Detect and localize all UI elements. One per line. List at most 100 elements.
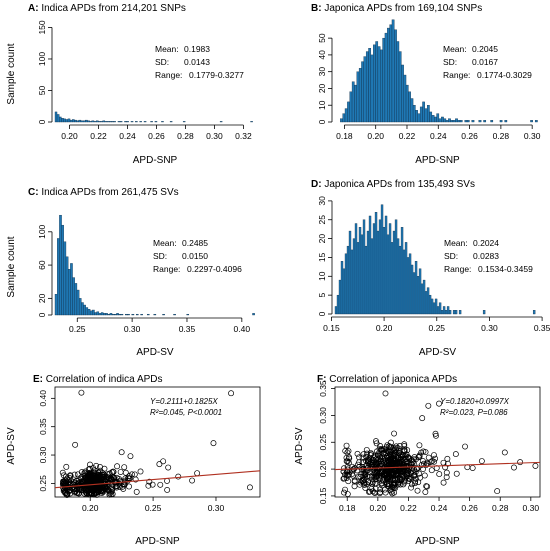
histogram-bar <box>348 230 352 315</box>
histogram-bar <box>126 121 129 123</box>
histogram-bar <box>83 304 86 316</box>
histogram-bar <box>61 224 64 316</box>
histogram-bar <box>457 120 461 123</box>
histogram-bar <box>63 241 67 316</box>
stat-mean-value: 0.2024 <box>473 238 499 248</box>
scatter-point <box>425 402 432 409</box>
histogram-bar <box>54 294 58 316</box>
scatter-point <box>111 475 118 482</box>
y-axis-E: 0.25 0.30 0.35 0.40 <box>38 390 55 492</box>
histogram-bar <box>57 238 60 316</box>
scatter-point <box>424 483 431 490</box>
scatter-point <box>422 489 429 496</box>
x-axis-A: 0.20 0.22 0.24 0.26 0.28 0.30 0.32 <box>61 124 252 141</box>
scatter-point <box>106 490 113 497</box>
histogram-bar <box>438 302 442 315</box>
panel-letter: A: <box>28 3 39 14</box>
histogram-bar <box>422 101 425 123</box>
y-tick-label: 0.35 <box>318 380 328 397</box>
scatter-point <box>390 477 397 484</box>
y-tick-label: 20 <box>317 83 327 93</box>
histogram-bar <box>76 289 80 316</box>
histogram-bar <box>374 212 378 315</box>
scatter-point <box>423 483 430 490</box>
scatter-point <box>384 447 390 454</box>
scatter-point <box>118 449 125 456</box>
histogram-bar <box>368 48 372 123</box>
scatter-point <box>398 474 405 481</box>
histogram-bar <box>414 261 418 315</box>
scatter-point <box>377 454 384 461</box>
histogram-bar <box>404 242 408 315</box>
scatter-point <box>462 443 468 450</box>
y-tick-label: 0.25 <box>38 475 48 492</box>
scatter-point <box>404 447 411 454</box>
histogram-bar <box>454 310 458 315</box>
histogram-bar <box>436 113 440 123</box>
histogram-bar <box>125 313 128 316</box>
y-axis-label: APD-SV <box>6 427 17 465</box>
histogram-bar <box>82 120 86 123</box>
scatter-point <box>469 465 476 471</box>
scatter-point <box>385 474 392 481</box>
x-tick-label: 0.24 <box>119 131 136 141</box>
histogram-bar <box>458 310 462 315</box>
histogram-bar <box>161 121 164 123</box>
scatter-point <box>349 467 356 474</box>
scatter-point <box>363 446 370 453</box>
y-axis-F: 0.15 0.20 0.25 0.30 0.35 <box>318 380 335 504</box>
histogram-bar <box>390 242 394 315</box>
histogram-bar <box>382 227 386 315</box>
histogram-bar <box>452 310 456 315</box>
scatter-point <box>416 442 423 449</box>
scatter-point <box>382 489 389 496</box>
scatter-point <box>408 484 415 491</box>
x-axis-F: 0.18 0.20 0.22 0.24 0.26 0.28 0.30 <box>339 497 539 513</box>
scatter-point <box>126 483 132 490</box>
scatter-point <box>210 440 217 447</box>
histogram-bar <box>400 227 404 315</box>
scatter-point <box>362 484 369 491</box>
histogram-bar <box>100 121 103 123</box>
histogram-bar <box>87 309 91 316</box>
histogram-bar <box>429 111 433 123</box>
histogram-bar <box>67 118 71 123</box>
scatter-point <box>86 478 93 485</box>
histogram-bar <box>114 313 117 316</box>
histogram-bar <box>401 64 404 123</box>
scatter-point <box>389 484 396 491</box>
y-tick-label: 30 <box>317 67 327 77</box>
x-tick-label: 0.24 <box>430 131 447 141</box>
y-tick-label: 0.40 <box>38 390 48 407</box>
scatter-point <box>399 451 406 458</box>
histogram-bar <box>362 219 366 315</box>
x-axis-label: APD-SNP <box>415 155 460 166</box>
x-tick-label: 0.30 <box>208 503 225 513</box>
histogram-bar <box>111 313 115 316</box>
scatter-point <box>228 390 235 397</box>
regression-line <box>54 470 261 489</box>
scatter-point <box>408 481 415 488</box>
panel-letter: B: <box>311 3 322 14</box>
histogram-bar <box>450 120 454 123</box>
scatter-point <box>362 471 369 478</box>
scatter-point <box>74 471 81 478</box>
histogram-bar <box>412 105 416 123</box>
histogram-bar <box>113 121 116 123</box>
plot-frame <box>54 386 261 498</box>
scatter-point <box>356 454 363 461</box>
scatter-points <box>340 390 539 497</box>
scatter-point <box>343 454 350 461</box>
histogram-bar <box>69 119 73 123</box>
x-tick-label: 0.25 <box>69 324 86 334</box>
x-tick-label: 0.24 <box>431 503 448 513</box>
x-tick-label: 0.20 <box>367 131 384 141</box>
histogram-bar <box>376 230 380 315</box>
panel-title-text: Indica APDs from 214,201 SNPs <box>39 3 186 14</box>
scatter-point <box>145 482 152 489</box>
scatter-point <box>421 472 428 479</box>
scatter-point <box>343 475 350 482</box>
